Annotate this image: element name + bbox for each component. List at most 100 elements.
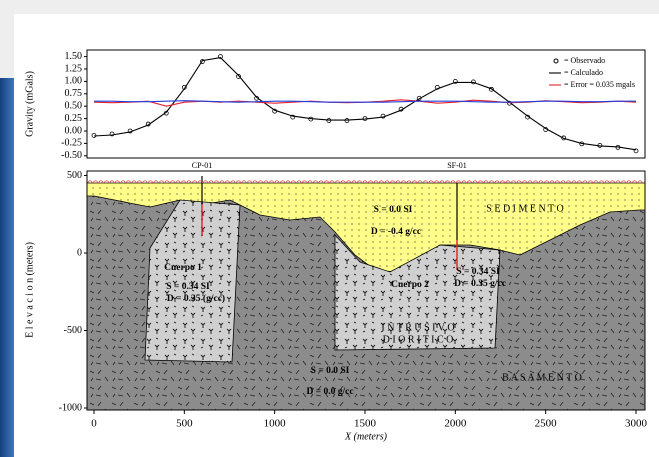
section-panel: CP-01 SF-01 S E D I M E N T O S = 0.0 SI… bbox=[24, 161, 647, 442]
station bbox=[268, 180, 275, 184]
y-tick-label: 0 bbox=[77, 247, 82, 258]
station bbox=[582, 180, 588, 184]
station bbox=[340, 180, 346, 184]
station bbox=[142, 180, 148, 184]
station bbox=[516, 180, 522, 184]
gravity-panel: Gravity (mGals) -0.50-0.25 0.000.25 0.500.… bbox=[24, 49, 646, 161]
y-tick-label: 500 bbox=[67, 170, 82, 181]
station bbox=[466, 180, 473, 184]
station bbox=[197, 180, 203, 184]
station bbox=[175, 180, 181, 184]
station bbox=[296, 180, 302, 184]
station bbox=[323, 180, 330, 184]
y-axis-label: E l e v a c i o n (meters) bbox=[24, 242, 35, 338]
station bbox=[378, 180, 385, 184]
station bbox=[521, 180, 528, 184]
station bbox=[615, 180, 621, 184]
station bbox=[593, 180, 599, 184]
station bbox=[136, 180, 143, 184]
station bbox=[318, 180, 324, 184]
well-label: SF-01 bbox=[447, 161, 467, 170]
station bbox=[147, 180, 154, 184]
station bbox=[109, 180, 115, 184]
station bbox=[483, 180, 489, 184]
annotation: Cuerpo 2 bbox=[391, 280, 429, 290]
station bbox=[400, 180, 407, 184]
station bbox=[433, 180, 440, 184]
x-tick-label: 1000 bbox=[264, 418, 287, 430]
station bbox=[164, 180, 170, 184]
station bbox=[351, 180, 357, 184]
station bbox=[367, 180, 374, 184]
y-tick-label: -0.25 bbox=[61, 138, 82, 149]
station bbox=[98, 180, 104, 184]
station bbox=[274, 180, 280, 184]
annotation: D = 0.35 g/cc bbox=[454, 279, 506, 289]
station bbox=[571, 180, 577, 184]
station bbox=[301, 180, 308, 184]
layer-label: S E D I M E N T O bbox=[486, 203, 563, 214]
station bbox=[252, 180, 258, 184]
x-tick-label: 1500 bbox=[354, 418, 377, 430]
station bbox=[560, 180, 566, 184]
x-tick-label: 2000 bbox=[444, 418, 467, 430]
station bbox=[224, 180, 231, 184]
station bbox=[472, 180, 478, 184]
station bbox=[125, 180, 132, 184]
station bbox=[554, 180, 561, 184]
station bbox=[191, 180, 198, 184]
station bbox=[120, 180, 126, 184]
legend-marker bbox=[553, 58, 559, 64]
station bbox=[246, 180, 253, 184]
y-tick-label: -0.50 bbox=[61, 150, 82, 161]
station bbox=[241, 180, 247, 184]
station bbox=[362, 180, 368, 184]
x-axis-label: X (meters) bbox=[344, 431, 388, 442]
station bbox=[626, 180, 632, 184]
x-tick-label: 2500 bbox=[535, 418, 558, 430]
y-tick-label: 1.00 bbox=[65, 76, 83, 87]
station bbox=[103, 180, 110, 184]
plot-frame bbox=[86, 170, 646, 411]
x-tick-label: 500 bbox=[176, 418, 193, 430]
y-tick-label: 0.75 bbox=[65, 88, 83, 99]
station bbox=[609, 180, 616, 184]
station bbox=[417, 180, 423, 184]
station bbox=[384, 180, 390, 184]
legend-label: = Calculado bbox=[564, 68, 603, 77]
station bbox=[461, 180, 467, 184]
station bbox=[153, 180, 159, 184]
body-1 bbox=[144, 199, 241, 363]
station bbox=[202, 180, 209, 184]
station bbox=[450, 180, 456, 184]
station bbox=[285, 180, 291, 184]
station bbox=[620, 180, 627, 184]
station bbox=[510, 180, 517, 184]
station bbox=[549, 180, 555, 184]
station bbox=[312, 180, 319, 184]
station bbox=[180, 180, 187, 184]
station bbox=[527, 180, 533, 184]
x-tick-label: 3000 bbox=[625, 418, 648, 430]
station bbox=[131, 180, 137, 184]
annotation: S = 0.0 SI bbox=[374, 205, 413, 215]
station bbox=[428, 180, 434, 184]
station bbox=[114, 180, 121, 184]
station bbox=[279, 180, 286, 184]
y-axis-label: Gravity (mGals) bbox=[24, 71, 35, 137]
station bbox=[637, 180, 643, 184]
side-bar bbox=[0, 78, 14, 457]
station bbox=[219, 180, 225, 184]
station bbox=[208, 180, 214, 184]
station bbox=[213, 180, 220, 184]
station bbox=[290, 180, 297, 184]
annotation: D = 0.35 (g/cc) bbox=[167, 293, 225, 304]
y-tick-label: 1.25 bbox=[65, 63, 83, 74]
station bbox=[604, 180, 610, 184]
y-tick-label: 0.25 bbox=[65, 113, 83, 124]
well-label: CP-01 bbox=[192, 161, 212, 170]
station bbox=[587, 180, 594, 184]
annotation: D = -0.4 g/cc bbox=[371, 227, 421, 237]
